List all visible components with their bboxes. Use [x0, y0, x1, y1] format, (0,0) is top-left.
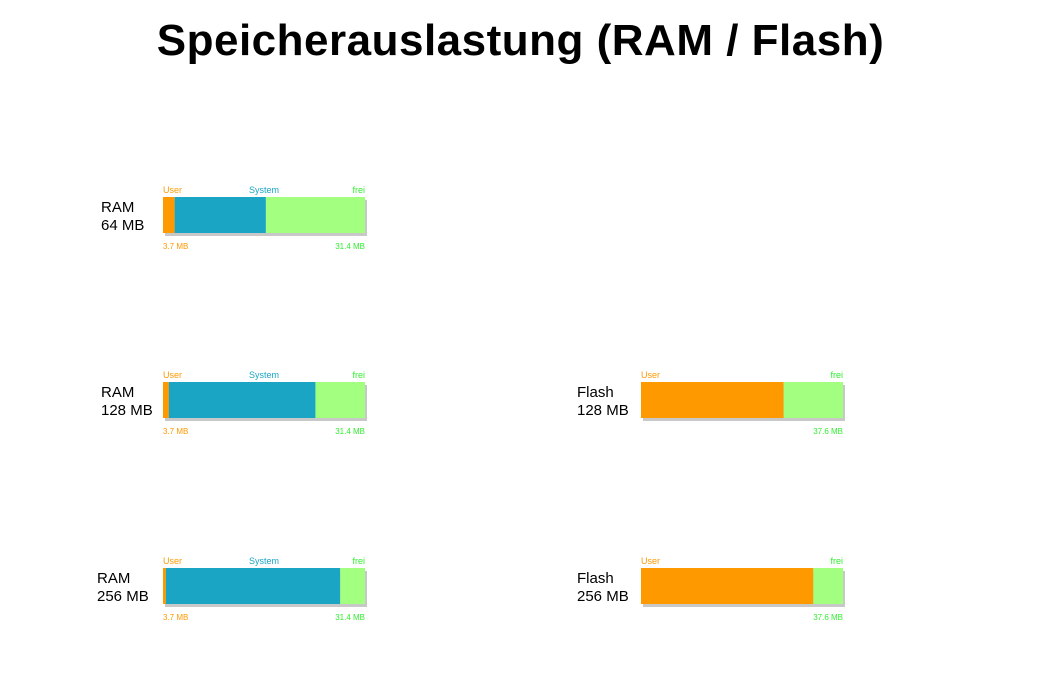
segment-label-system: System	[249, 556, 279, 566]
segment-label-user: User	[163, 556, 182, 566]
segment-label-user: User	[163, 370, 182, 380]
value-label-left: 3.7 MB	[163, 242, 188, 251]
value-label-right: 31.4 MB	[335, 613, 365, 622]
segment-frei	[813, 568, 843, 604]
bar-label-name: RAM	[101, 199, 134, 216]
bar-label-name: Flash	[577, 384, 614, 401]
segment-frei	[340, 568, 365, 604]
segment-label-frei: frei	[830, 556, 843, 566]
segment-user	[163, 382, 169, 418]
segment-label-frei: frei	[352, 185, 365, 195]
bar-label-size: 128 MB	[577, 402, 629, 419]
value-label-right: 37.6 MB	[813, 613, 843, 622]
segment-label-system: System	[249, 370, 279, 380]
segment-system	[168, 382, 316, 418]
segment-system	[165, 568, 341, 604]
bar-label-size: 256 MB	[577, 588, 629, 605]
segment-user	[641, 568, 814, 604]
segment-label-system: System	[249, 185, 279, 195]
segment-frei	[265, 197, 365, 233]
segment-user	[163, 197, 175, 233]
value-label-left: 3.7 MB	[163, 427, 188, 436]
segment-label-user: User	[163, 185, 182, 195]
bar-label-size: 256 MB	[97, 588, 149, 605]
value-label-right: 31.4 MB	[335, 427, 365, 436]
segment-user	[163, 568, 166, 604]
segment-frei	[315, 382, 365, 418]
segment-label-frei: frei	[352, 370, 365, 380]
value-label-left: 3.7 MB	[163, 613, 188, 622]
segment-label-user: User	[641, 556, 660, 566]
bar-label-name: RAM	[97, 570, 130, 587]
segment-frei	[783, 382, 843, 418]
bar-label-size: 128 MB	[101, 402, 153, 419]
value-label-right: 37.6 MB	[813, 427, 843, 436]
segment-user	[641, 382, 784, 418]
bar-label-name: Flash	[577, 570, 614, 587]
segment-system	[174, 197, 266, 233]
bar-label-name: RAM	[101, 384, 134, 401]
segment-label-user: User	[641, 370, 660, 380]
segment-label-frei: frei	[352, 556, 365, 566]
segment-label-frei: frei	[830, 370, 843, 380]
value-label-right: 31.4 MB	[335, 242, 365, 251]
chart-title: Speicherauslastung (RAM / Flash)	[156, 16, 885, 65]
bar-label-size: 64 MB	[101, 217, 144, 234]
